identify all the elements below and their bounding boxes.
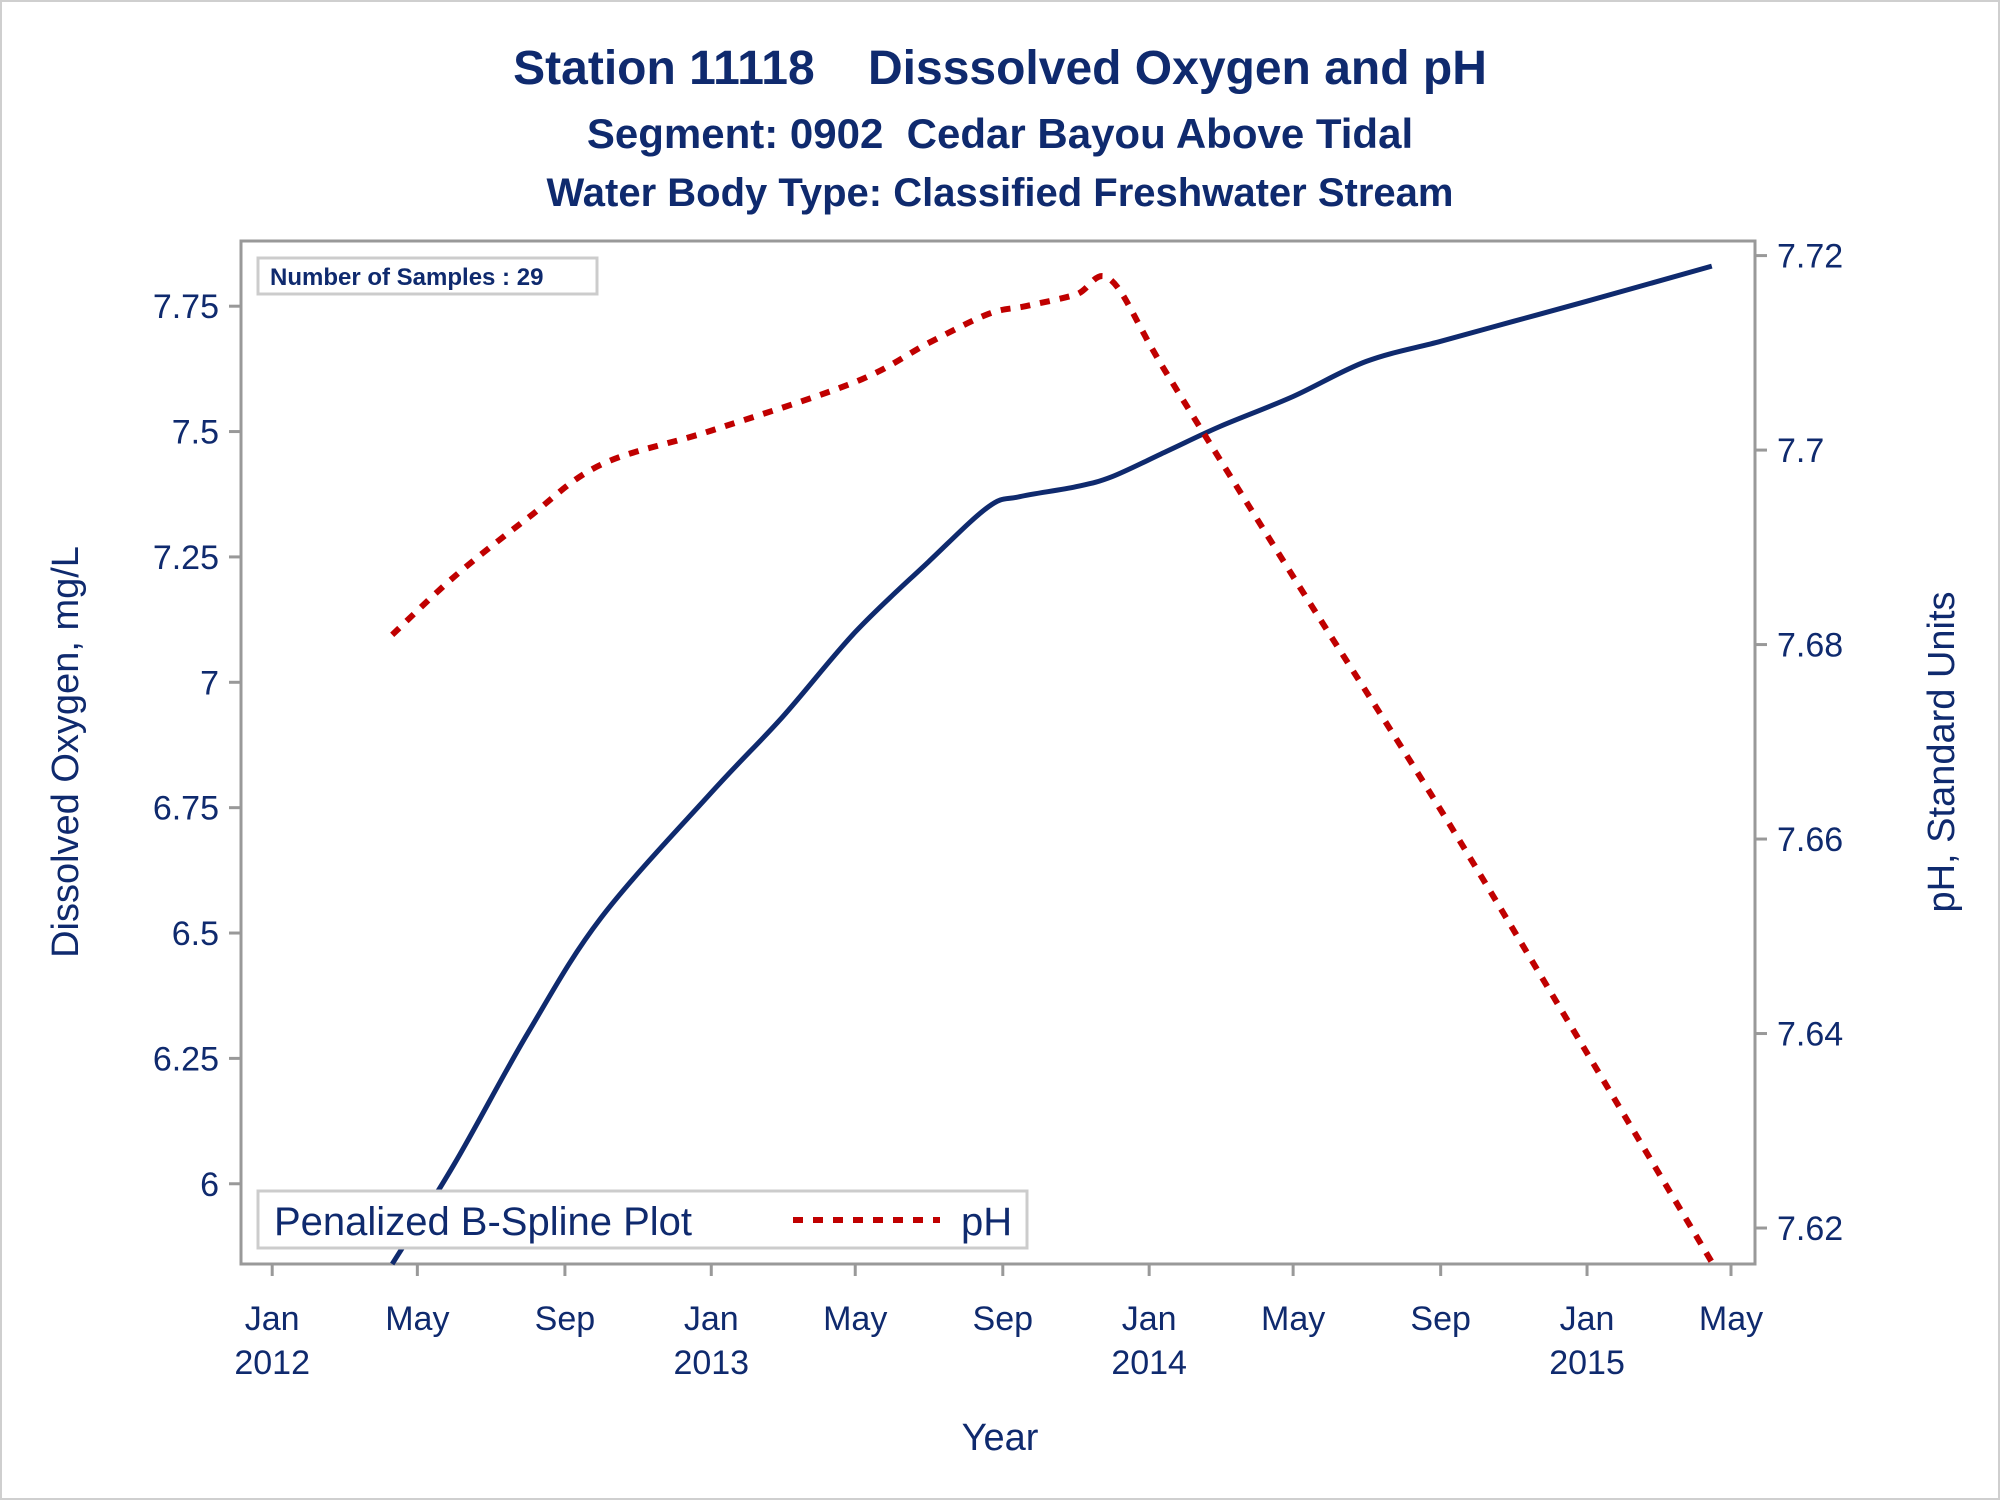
- left-tick-label: 6.5: [172, 915, 219, 953]
- series-layer: [390, 263, 1715, 1266]
- x-tick-label: May: [1699, 1300, 1763, 1338]
- x-tick-label: Jan: [1560, 1300, 1615, 1338]
- x-tick-label: May: [823, 1300, 887, 1338]
- legend: Penalized B-Spline Plot pH: [256, 1189, 1029, 1250]
- right-tick-label: 7.7: [1777, 432, 1824, 470]
- legend-title: Penalized B-Spline Plot: [274, 1200, 692, 1244]
- x-tick-label: Sep: [973, 1300, 1034, 1338]
- left-tick-label: 7.25: [153, 539, 219, 577]
- x-axis-label: Year: [962, 1417, 1039, 1459]
- left-tick-label: 7.5: [172, 414, 219, 452]
- x-tick-label: Jan: [245, 1300, 300, 1338]
- left-tick-label: 7.75: [153, 288, 219, 326]
- right-tick-label: 7.62: [1777, 1210, 1843, 1248]
- chart-subtitle-2: Water Body Type: Classified Freshwater S…: [547, 171, 1454, 215]
- plot-area: [239, 239, 1757, 1266]
- x-tick-label: Jan: [1122, 1300, 1177, 1338]
- ph-series-line: [390, 273, 1715, 1264]
- left-y-axis-label: Dissolved Oxygen, mg/L: [45, 546, 87, 958]
- left-tick-label: 6: [200, 1166, 219, 1204]
- left-tick-label: 6.75: [153, 790, 219, 828]
- x-tick-label: Sep: [535, 1300, 596, 1338]
- dissolved-oxygen-series-line: [390, 263, 1713, 1266]
- chart-subtitle: Segment: 0902 Cedar Bayou Above Tidal: [587, 110, 1413, 157]
- left-tick-label: 7: [200, 664, 219, 702]
- x-tick-label: May: [385, 1300, 449, 1338]
- x-tick-year-label: 2014: [1111, 1344, 1187, 1382]
- left-tick-label: 6.25: [153, 1040, 219, 1078]
- right-tick-label: 7.64: [1777, 1016, 1843, 1054]
- right-y-axis-label: pH, Standard Units: [1921, 591, 1963, 912]
- x-tick-year-label: 2013: [673, 1344, 749, 1382]
- left-y-axis: 6 6.25 6.5 6.75 7 7.25 7.5 7.75: [153, 288, 241, 1204]
- right-tick-label: 7.72: [1777, 238, 1843, 276]
- right-y-axis: 7.62 7.64 7.66 7.68 7.7 7.72: [1755, 238, 1843, 1248]
- right-tick-label: 7.66: [1777, 821, 1843, 859]
- sample-count-box: [256, 256, 599, 296]
- x-axis: Jan 2012 May Sep Jan 2013 May Sep Jan 2014 May Sep J…: [234, 1264, 1763, 1382]
- x-tick-label: Sep: [1410, 1300, 1471, 1338]
- x-tick-label: May: [1261, 1300, 1325, 1338]
- x-tick-year-label: 2015: [1549, 1344, 1625, 1382]
- sample-count-inset: Number of Samples : 29: [256, 256, 599, 296]
- chart-title: Station 11118 Disssolved Oxygen and pH: [513, 42, 1487, 95]
- x-tick-label: Jan: [684, 1300, 739, 1338]
- sample-count-text: Number of Samples : 29: [270, 264, 543, 291]
- right-tick-label: 7.68: [1777, 627, 1843, 665]
- legend-ph-label: pH: [961, 1200, 1012, 1244]
- x-tick-year-label: 2012: [234, 1344, 310, 1382]
